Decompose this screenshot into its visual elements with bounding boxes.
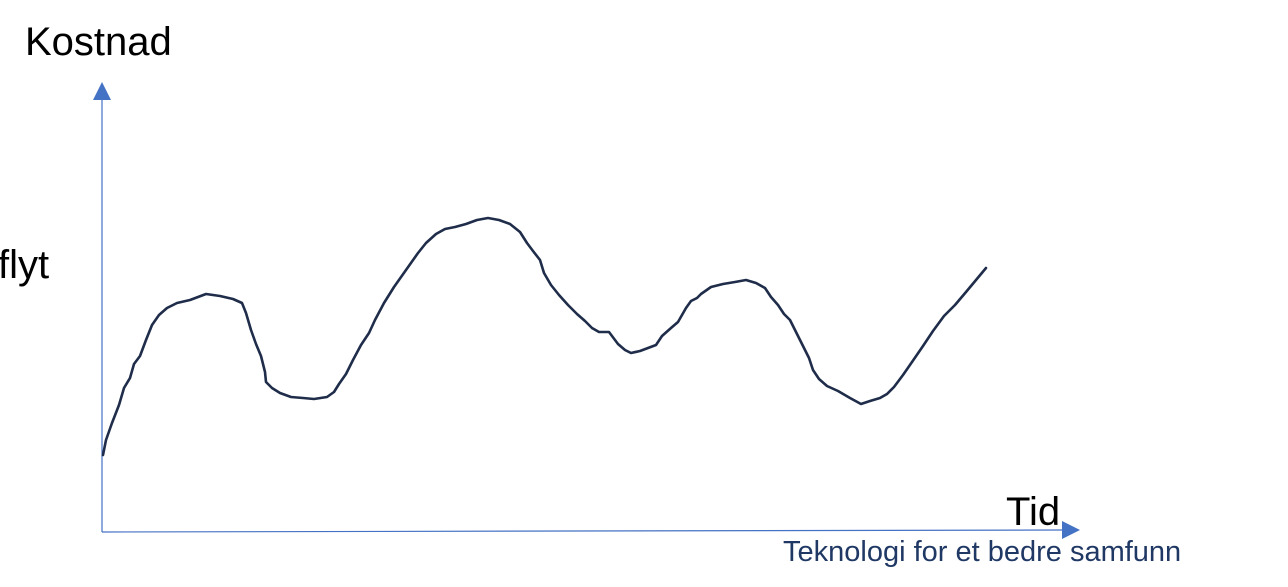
side-label-text: flyt — [0, 243, 50, 287]
footer-tagline: Teknologi for et bedre samfunn — [783, 536, 1182, 568]
x-axis-label: Tid — [1006, 490, 1061, 534]
x-axis-arrowhead — [1062, 521, 1080, 539]
y-axis-label: Kostnad — [25, 20, 172, 64]
cost-curve — [101, 216, 988, 457]
y-axis-arrowhead — [93, 82, 111, 100]
x-axis-line — [101, 529, 1063, 533]
